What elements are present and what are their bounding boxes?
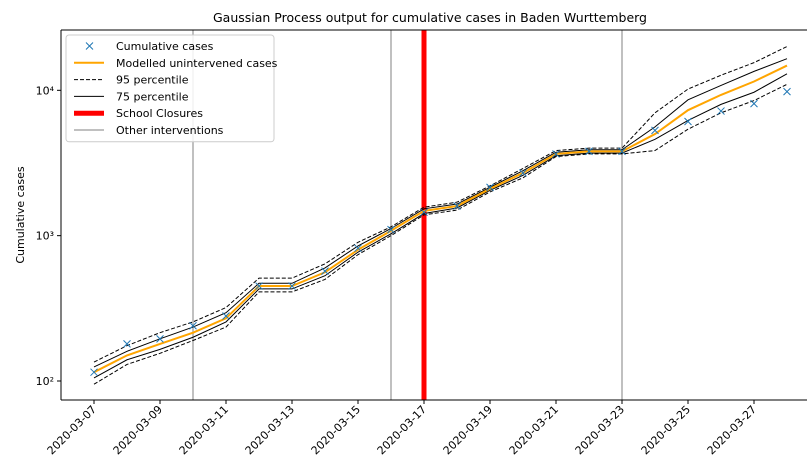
legend-label: Cumulative cases	[116, 40, 214, 53]
data-point	[585, 147, 593, 156]
legend-marker	[85, 42, 94, 50]
y-tick-label: 10⁴	[36, 84, 55, 97]
data-point	[486, 183, 494, 192]
data-point	[156, 334, 164, 343]
data-point	[651, 126, 659, 135]
legend-label: School Closures	[116, 107, 203, 120]
x-tick-label: 2020-03-27	[705, 403, 759, 457]
data-point	[453, 202, 461, 210]
data-point	[189, 321, 197, 330]
legend-label: 75 percentile	[116, 90, 189, 103]
x-tick-label: 2020-03-15	[309, 403, 363, 457]
series-line	[93, 58, 788, 368]
x-tick-label: 2020-03-19	[441, 403, 495, 457]
series-line	[93, 46, 788, 363]
data-point	[684, 117, 692, 126]
data-point	[552, 150, 560, 158]
x-tick-label: 2020-03-25	[639, 403, 693, 457]
legend-label: Modelled unintervened cases	[116, 57, 278, 70]
data-point	[321, 267, 329, 275]
data-point	[618, 147, 626, 156]
data-point	[420, 208, 428, 217]
legend-label: 95 percentile	[116, 74, 189, 87]
x-tick-label: 2020-03-11	[177, 403, 231, 457]
data-point	[90, 368, 98, 377]
x-tick-label: 2020-03-23	[573, 403, 627, 457]
data-point	[387, 225, 395, 234]
data-point	[717, 107, 725, 115]
series-line	[93, 64, 788, 374]
data-point	[354, 244, 362, 253]
x-tick-label: 2020-03-21	[507, 403, 561, 457]
y-axis-label: Cumulative cases	[14, 166, 27, 264]
data-point	[288, 282, 296, 290]
x-tick-label: 2020-03-13	[243, 403, 297, 457]
data-point	[123, 340, 131, 348]
x-tick-label: 2020-03-09	[111, 403, 165, 457]
series-line	[93, 73, 788, 379]
y-tick-label: 10²	[36, 375, 54, 388]
chart-title: Gaussian Process output for cumulative c…	[213, 10, 647, 25]
data-point	[255, 282, 263, 290]
series-line	[93, 83, 788, 385]
data-point	[519, 169, 527, 177]
data-point	[750, 99, 758, 108]
data-point	[783, 87, 791, 96]
legend-box	[65, 34, 275, 143]
y-tick-label: 10³	[36, 230, 54, 243]
legend-label: Other interventions	[116, 124, 224, 137]
x-tick-label: 2020-03-17	[375, 403, 429, 457]
x-tick-label: 2020-03-07	[45, 403, 99, 457]
data-point	[222, 312, 230, 320]
